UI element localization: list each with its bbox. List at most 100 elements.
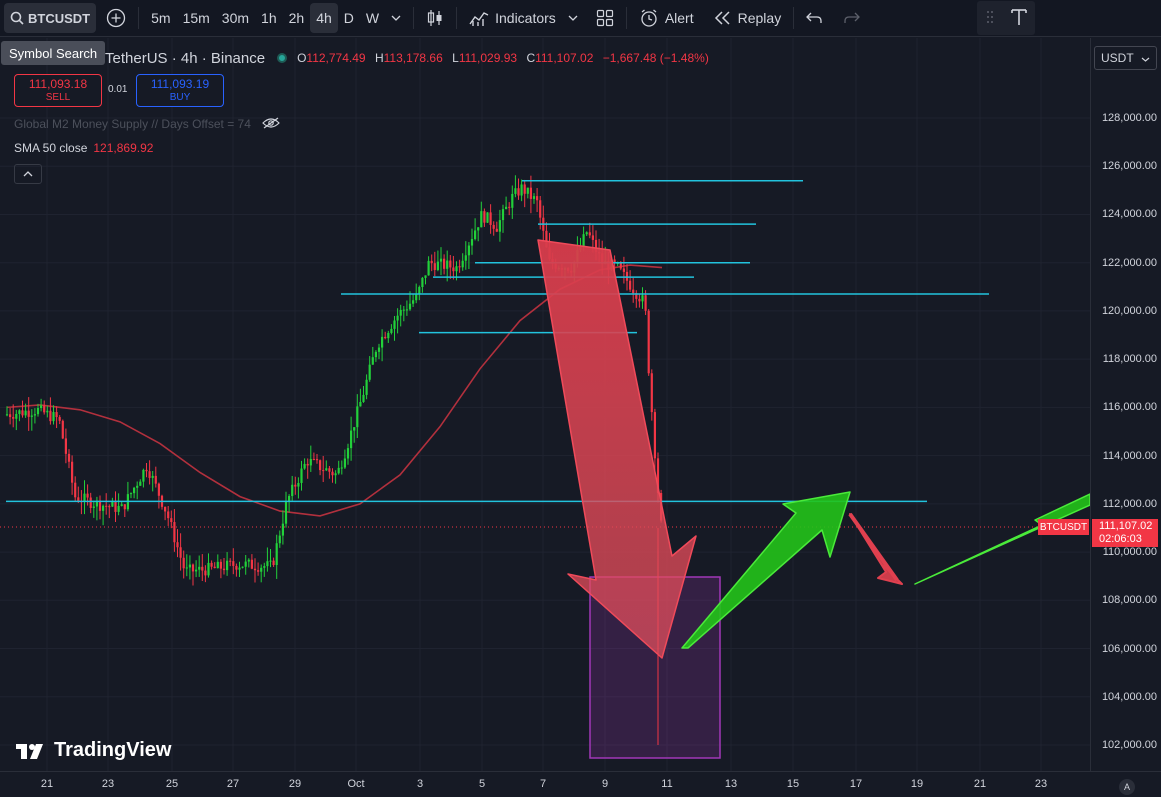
open-value: 112,774.49 (306, 51, 366, 65)
candle-body (294, 484, 297, 487)
candle-body (219, 561, 222, 569)
candle-body (390, 328, 393, 333)
candle-body (350, 430, 353, 449)
compare-symbol-button[interactable] (100, 3, 132, 33)
current-price-value: 111,107.02 (1099, 520, 1153, 532)
timeframe-d[interactable]: D (343, 10, 354, 26)
toolbar-divider (793, 7, 795, 29)
candle-body (136, 485, 139, 488)
indicator-m2[interactable]: Global M2 Money Supply // Days Offset = … (14, 117, 281, 132)
candle-body (362, 394, 365, 402)
timeframe-2h[interactable]: 2h (288, 10, 305, 26)
candle-body (492, 224, 495, 229)
candle-body (9, 414, 12, 418)
alert-button[interactable]: Alert (633, 3, 700, 33)
sell-button[interactable]: 111,093.18 SELL (14, 74, 102, 107)
candle-body (638, 298, 641, 302)
candle-body (520, 184, 523, 196)
candle-body (455, 266, 458, 272)
buy-button[interactable]: 111,093.19 BUY (136, 74, 224, 107)
candle-body (151, 475, 154, 478)
candle-body (284, 501, 288, 524)
candle-body (489, 212, 492, 225)
toolbar-divider (456, 7, 458, 29)
candle-body (498, 220, 501, 232)
price-scale[interactable]: 128,000.00 126,000.00 124,000.00 122,000.00… (1090, 38, 1161, 771)
candle-body (365, 379, 368, 395)
time-tick: 7 (539, 778, 547, 790)
candle-body (61, 420, 64, 439)
timeframe-1h[interactable]: 1h (261, 10, 277, 26)
candle-body (182, 557, 185, 569)
timeframe-15m[interactable]: 15m (182, 10, 210, 26)
red-down-arrow[interactable] (537, 239, 697, 659)
candle-body (145, 469, 148, 472)
indicator-sma[interactable]: SMA 50 close 121,869.92 (14, 141, 153, 155)
horizontal-levels (6, 179, 989, 503)
candle-body (36, 407, 40, 415)
candle-body (278, 535, 281, 544)
legend-title[interactable]: TetherUS · 4h · Binance (105, 49, 266, 67)
candle-body (641, 295, 644, 302)
hidden-eye-icon[interactable] (262, 117, 281, 132)
candle-body (213, 566, 216, 569)
green-up-arrow[interactable] (681, 491, 851, 649)
candle-body (46, 410, 49, 413)
candle-body (412, 300, 415, 304)
rewind-icon (714, 11, 732, 25)
candle-body (594, 239, 598, 253)
indicators-icon (469, 9, 489, 27)
timeframe-5m[interactable]: 5m (151, 10, 171, 26)
candle-body (253, 568, 257, 571)
candle-body (123, 504, 126, 510)
annotation-arrows[interactable] (537, 239, 1090, 659)
indicators-dropdown[interactable] (562, 3, 584, 33)
sma-value: 121,869.92 (93, 141, 154, 155)
price-tick: 128,000.00 (1101, 112, 1157, 124)
candle-body (275, 543, 278, 565)
chart-type-button[interactable] (420, 3, 450, 33)
timeframe-30m[interactable]: 30m (221, 10, 250, 26)
candle-body (114, 501, 117, 512)
candle-body (300, 468, 303, 483)
replay-button[interactable]: Replay (708, 3, 788, 33)
candle-body (656, 458, 660, 494)
chart-pane[interactable] (0, 38, 1090, 771)
candle-body (446, 260, 449, 269)
timeframe-4h[interactable]: 4h (310, 3, 338, 33)
ohlc-values: O112,774.49 H113,178.66 L111,029.93 C111… (297, 51, 715, 65)
indicators-button[interactable]: Indicators (463, 3, 562, 33)
candle-body (157, 483, 160, 496)
candle-body (486, 212, 489, 223)
timeframe-w[interactable]: W (365, 10, 380, 26)
candle-body (381, 336, 384, 348)
price-tick: 116,000.00 (1102, 401, 1157, 414)
time-tick: 27 (226, 778, 240, 790)
tradingview-logo-icon (16, 743, 43, 759)
tradingview-logo: TradingView (16, 739, 171, 762)
time-tick: 23 (101, 778, 115, 790)
candle-body (204, 570, 207, 576)
symbol-search-button[interactable]: BTCUSDT (4, 3, 97, 33)
grid (0, 38, 1090, 771)
drag-handle-icon[interactable] (986, 10, 994, 27)
candle-body (508, 206, 511, 208)
candle-body (5, 414, 9, 416)
candle-body (415, 293, 418, 301)
currency-select[interactable]: USDT (1094, 46, 1157, 70)
candle-body (418, 287, 421, 294)
time-tick: 19 (910, 778, 924, 790)
redo-button[interactable] (838, 3, 866, 33)
candle-body (529, 187, 532, 199)
candle-body (474, 230, 477, 240)
price-tick: 118,000.00 (1102, 353, 1157, 366)
collapse-legend-button[interactable] (14, 164, 42, 184)
time-scale[interactable]: 21 23 25 27 29 Oct 3 5 7 9 11 13 15 17 19 21 23 (0, 771, 1161, 797)
layouts-button[interactable] (590, 3, 620, 33)
candle-body (449, 260, 452, 268)
text-tool-icon[interactable] (1010, 8, 1027, 29)
undo-button[interactable] (800, 3, 828, 33)
green-long-arrow[interactable] (914, 493, 1090, 585)
auto-scale-button[interactable]: A (1119, 779, 1135, 795)
timeframe-dropdown[interactable] (385, 3, 407, 33)
